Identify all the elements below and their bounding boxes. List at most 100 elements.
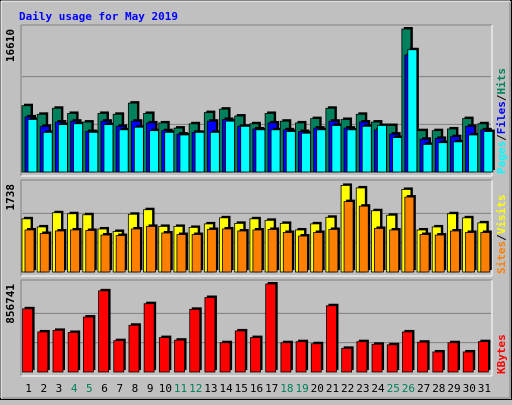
bar-pages-day-8 [133, 126, 144, 173]
legend-entry-sites: Sites [495, 241, 508, 274]
bar-sites-day-31 [480, 232, 491, 273]
bar-sites-day-16 [252, 229, 263, 273]
legend-entry-kbytes: KBytes [495, 334, 508, 374]
x-tick-label-day-30: 30 [463, 382, 476, 395]
bar-kbytes-day-13 [204, 297, 216, 373]
bar-sites-day-8 [130, 228, 141, 273]
bar-sites-day-25 [389, 229, 400, 273]
bar-kbytes-day-16 [250, 337, 261, 373]
bar-sites-day-24 [374, 228, 384, 273]
x-tick-label-day-11: 11 [174, 382, 187, 395]
bar-sites-day-11 [176, 234, 187, 273]
bar-sites-day-15 [237, 230, 248, 273]
bar-pages-day-29 [453, 141, 463, 173]
legend-entry-separator: / [495, 94, 508, 101]
bar-pages-day-2 [42, 131, 53, 173]
bar-sites-day-2 [39, 233, 50, 273]
bar-pages-day-20 [316, 129, 327, 173]
bar-kbytes-day-25 [386, 344, 398, 373]
bar-kbytes-day-27 [417, 341, 429, 373]
bar-kbytes-day-28 [432, 351, 444, 373]
bar-sites-day-26 [404, 196, 415, 273]
bar-sites-day-29 [450, 230, 460, 273]
x-tick-label-day-20: 20 [311, 382, 324, 395]
x-tick-label-day-22: 22 [341, 382, 354, 395]
x-tick-label-day-1: 1 [25, 382, 32, 395]
bar-pages-day-5 [88, 131, 99, 173]
panel-hits-legend: Pages/Files/Hits [495, 68, 508, 174]
x-tick-label-day-6: 6 [101, 382, 108, 395]
x-tick-label-day-14: 14 [219, 382, 233, 395]
x-tick-label-day-31: 31 [478, 382, 491, 395]
x-tick-label-day-28: 28 [432, 382, 445, 395]
bar-pages-day-22 [346, 129, 357, 173]
bar-kbytes-day-29 [447, 342, 459, 373]
panels-layer: 16610 Pages/Files/Hits 1738 Sites/Visits 856… [4, 24, 508, 377]
bar-pages-day-21 [331, 125, 342, 173]
chart-title: Daily usage for May 2019 [19, 10, 178, 23]
bar-sites-day-6 [100, 234, 111, 273]
bar-pages-day-4 [73, 123, 83, 173]
legend-entry-separator: / [495, 134, 508, 141]
bar-sites-day-28 [434, 234, 445, 273]
bar-kbytes-day-7 [113, 340, 125, 373]
x-tick-label-day-24: 24 [371, 382, 385, 395]
bar-kbytes-day-17 [265, 283, 277, 373]
bar-pages-day-27 [422, 144, 433, 173]
bar-sites-day-19 [298, 235, 308, 273]
bar-sites-day-23 [358, 205, 369, 273]
bar-kbytes-day-6 [98, 290, 109, 373]
bar-pages-day-3 [57, 124, 68, 173]
legend-entry-hits: Hits [495, 68, 508, 95]
bar-kbytes-day-2 [37, 331, 49, 373]
panel-kbytes-legend: KBytes [495, 334, 508, 374]
x-tick-label-day-29: 29 [447, 382, 460, 395]
panel-hits: 16610 Pages/Files/Hits [4, 24, 508, 177]
bar-kbytes-day-31 [478, 341, 489, 373]
bar-sites-day-7 [115, 235, 126, 273]
bar-pages-day-24 [377, 125, 387, 173]
bar-kbytes-day-10 [158, 337, 170, 373]
bar-pages-day-7 [118, 129, 129, 173]
x-tick-label-day-18: 18 [280, 382, 293, 395]
bar-kbytes-day-4 [67, 332, 79, 373]
bar-pages-day-14 [225, 120, 235, 173]
bar-pages-day-10 [164, 131, 175, 173]
bar-sites-day-18 [282, 232, 293, 273]
bar-sites-day-21 [328, 229, 339, 273]
bar-sites-day-3 [54, 230, 65, 273]
x-tick-label-day-2: 2 [40, 382, 47, 395]
bar-kbytes-day-23 [356, 341, 368, 373]
panel-visits-legend: Sites/Visits [495, 195, 508, 275]
bar-kbytes-day-15 [234, 330, 246, 373]
bar-kbytes-day-26 [402, 331, 413, 373]
panel-kbytes-max-label: 856741 [4, 284, 17, 324]
bar-sites-day-17 [267, 229, 278, 273]
bar-pages-day-11 [179, 134, 190, 173]
panel-kbytes: 856741 KBytes [4, 279, 508, 377]
x-tick-label-day-4: 4 [71, 382, 78, 395]
bar-sites-day-4 [70, 229, 80, 273]
bar-pages-day-12 [194, 131, 205, 173]
panel-hits-bars [21, 27, 495, 173]
panel-visits: 1738 Sites/Visits [4, 179, 508, 277]
bar-sites-day-12 [191, 234, 202, 273]
bar-pages-day-26 [407, 49, 418, 173]
x-tick-label-day-12: 12 [189, 382, 202, 395]
x-tick-label-day-27: 27 [417, 382, 430, 395]
bar-pages-day-31 [483, 131, 494, 173]
panel-visits-max-label: 1738 [4, 184, 17, 211]
bar-pages-day-18 [285, 131, 296, 173]
panel-visits-bars [21, 183, 492, 273]
bar-pages-day-15 [240, 125, 251, 173]
bar-pages-day-13 [209, 131, 220, 173]
panel-hits-max-label: 16610 [4, 29, 17, 62]
bar-sites-day-22 [343, 201, 354, 273]
x-tick-label-day-10: 10 [159, 382, 172, 395]
legend-entry-pages: Pages [495, 141, 508, 174]
bar-kbytes-day-1 [22, 308, 33, 373]
bar-sites-day-13 [206, 229, 217, 273]
x-tick-label-day-21: 21 [326, 382, 339, 395]
bar-sites-day-5 [85, 230, 96, 273]
